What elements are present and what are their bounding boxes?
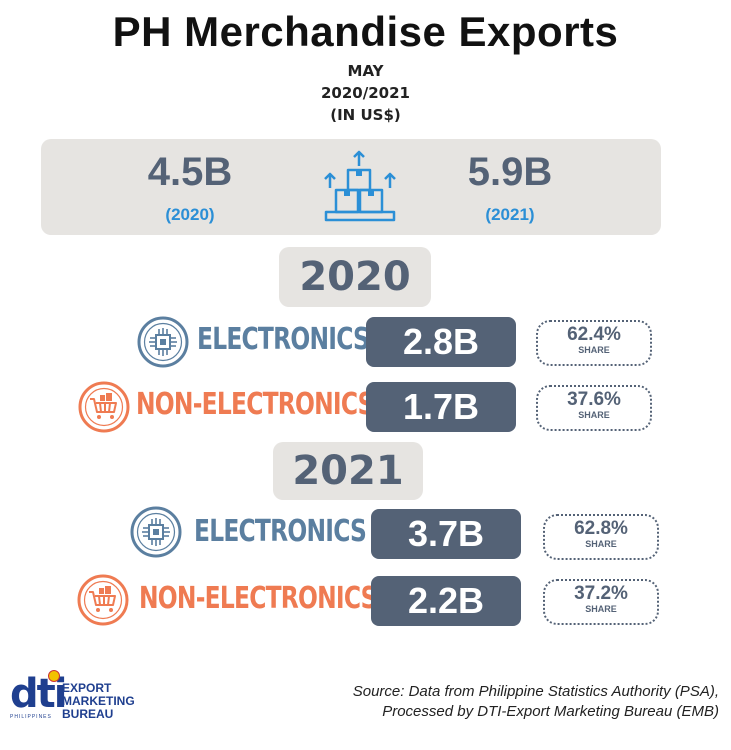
share-badge-non-electronics-2021: 37.2% SHARE	[543, 579, 659, 625]
bureau-line-3: BUREAU	[62, 707, 114, 721]
source-note: Source: Data from Philippine Statistics …	[353, 682, 719, 722]
value-non-electronics-2021: 2.2B	[371, 576, 521, 626]
share-percent: 62.4%	[567, 324, 621, 345]
share-label: SHARE	[578, 345, 610, 355]
boxes-upload-icon	[324, 150, 396, 222]
bureau-name: EXPORT MARKETING BUREAU	[62, 682, 135, 721]
source-line-2: Processed by DTI-Export Marketing Bureau…	[382, 703, 719, 720]
share-badge-electronics-2021: 62.8% SHARE	[543, 514, 659, 560]
summary-year-2020: (2020)	[165, 205, 215, 224]
years-label: 2020/2021	[321, 84, 410, 102]
chip-icon	[137, 316, 189, 368]
share-label: SHARE	[585, 539, 617, 549]
share-percent: 37.2%	[574, 583, 628, 604]
value-non-electronics-2020: 1.7B	[366, 382, 516, 432]
value-electronics-2021: 3.7B	[371, 509, 521, 559]
value-electronics-2020: 2.8B	[366, 317, 516, 367]
category-label-non-electronics-2021: NON-ELECTRONICS	[139, 581, 378, 616]
category-label-electronics-2020: ELECTRONICS	[197, 322, 370, 357]
share-label: SHARE	[585, 604, 617, 614]
year-heading-2021: 2021	[273, 442, 423, 500]
share-percent: 62.8%	[574, 518, 628, 539]
share-percent: 37.6%	[567, 389, 621, 410]
category-label-electronics-2021: ELECTRONICS	[194, 514, 367, 549]
cart-icon	[77, 574, 129, 626]
share-label: SHARE	[578, 410, 610, 420]
summary-year-2021: (2021)	[485, 205, 535, 224]
cart-icon	[78, 381, 130, 433]
source-line-1: Source: Data from Philippine Statistics …	[352, 683, 719, 700]
summary-value-2021: 5.9B	[467, 150, 553, 194]
dti-logo: dti PHILIPPINES EXPORT MARKETING BUREAU	[10, 670, 160, 744]
share-badge-electronics-2020: 62.4% SHARE	[536, 320, 652, 366]
logo-sun-icon	[48, 670, 60, 682]
logo-country: PHILIPPINES	[10, 714, 52, 720]
bureau-line-1: EXPORT	[62, 681, 112, 695]
bureau-line-2: MARKETING	[62, 694, 135, 708]
logo-text: dti	[10, 671, 67, 717]
share-badge-non-electronics-2020: 37.6% SHARE	[536, 385, 652, 431]
page-title: PH Merchandise Exports	[112, 8, 619, 55]
year-heading-2020: 2020	[279, 247, 431, 307]
chip-icon	[130, 506, 182, 558]
unit-label: (IN US$)	[330, 106, 401, 124]
summary-value-2020: 4.5B	[147, 150, 233, 194]
category-label-non-electronics-2020: NON-ELECTRONICS	[136, 387, 375, 422]
month-label: MAY	[347, 62, 384, 80]
